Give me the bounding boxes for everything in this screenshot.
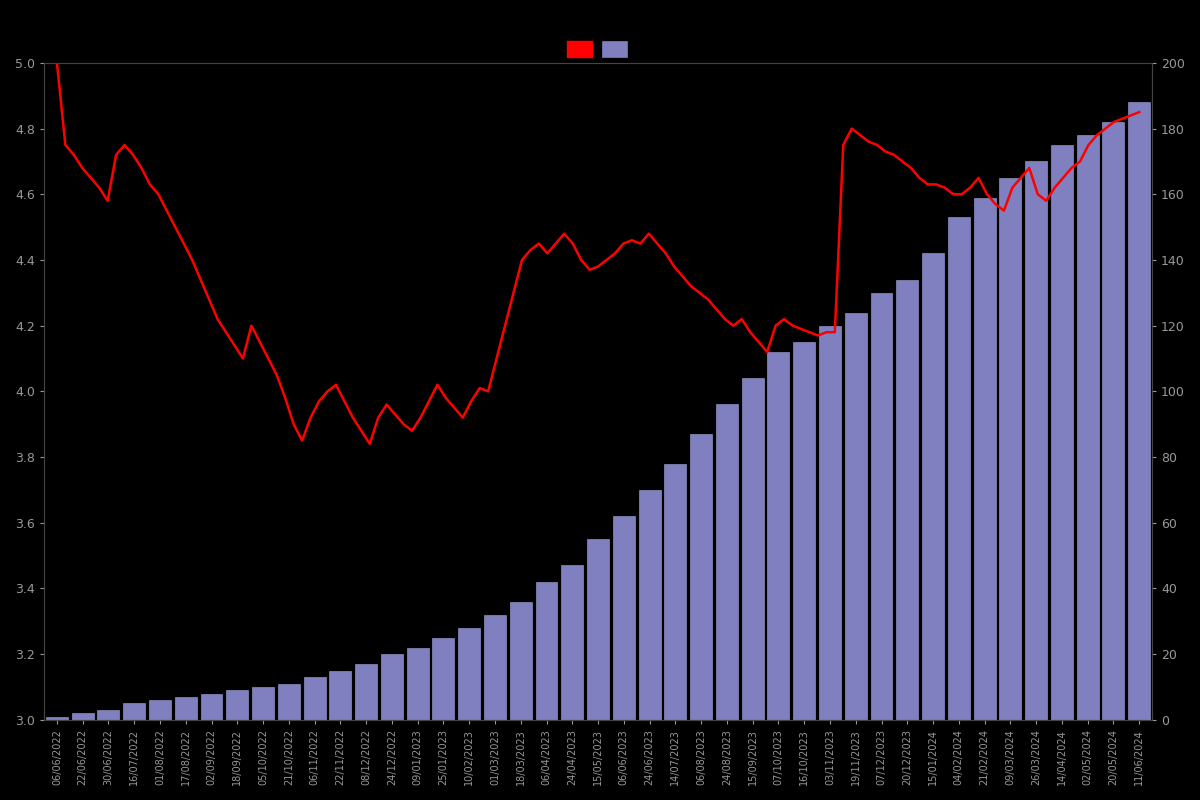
Bar [587, 539, 610, 720]
Bar [845, 313, 866, 720]
Bar [510, 602, 532, 720]
Bar [1076, 135, 1099, 720]
Bar [1128, 102, 1150, 720]
Bar [355, 664, 377, 720]
Bar [716, 405, 738, 720]
Bar [922, 254, 944, 720]
Bar [742, 378, 763, 720]
Bar [484, 614, 506, 720]
Bar [793, 342, 815, 720]
Bar [820, 326, 841, 720]
Bar [330, 670, 352, 720]
Bar [124, 703, 145, 720]
Bar [278, 684, 300, 720]
Bar [562, 566, 583, 720]
Bar [1000, 178, 1021, 720]
Bar [252, 687, 274, 720]
Legend: , : , [563, 37, 634, 62]
Bar [149, 700, 170, 720]
Bar [613, 516, 635, 720]
Bar [458, 628, 480, 720]
Bar [638, 490, 660, 720]
Bar [46, 717, 68, 720]
Bar [304, 677, 325, 720]
Bar [1025, 162, 1048, 720]
Bar [768, 352, 790, 720]
Bar [690, 434, 712, 720]
Bar [97, 710, 120, 720]
Bar [175, 697, 197, 720]
Bar [896, 280, 918, 720]
Bar [200, 694, 222, 720]
Bar [870, 293, 893, 720]
Bar [407, 647, 428, 720]
Bar [948, 218, 970, 720]
Bar [665, 464, 686, 720]
Bar [535, 582, 558, 720]
Bar [1103, 122, 1124, 720]
Bar [432, 638, 455, 720]
Bar [973, 198, 996, 720]
Bar [72, 714, 94, 720]
Bar [1051, 145, 1073, 720]
Bar [227, 690, 248, 720]
Bar [380, 654, 403, 720]
